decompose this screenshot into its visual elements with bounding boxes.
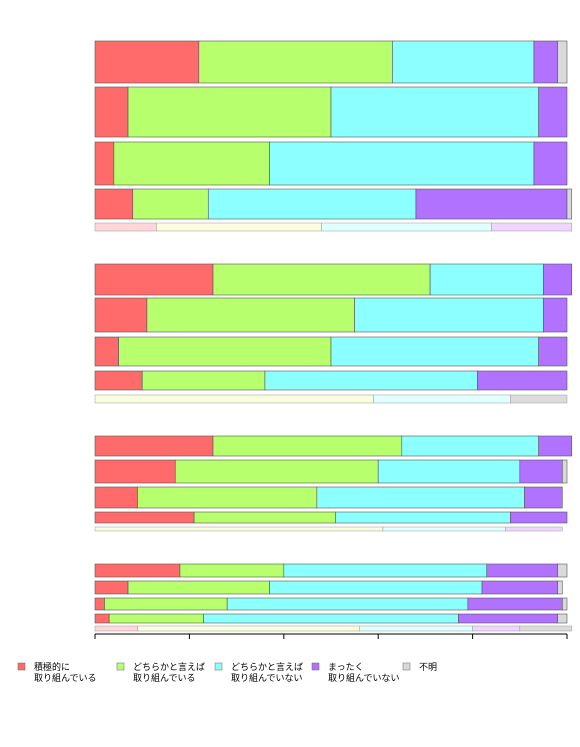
unknown-segment bbox=[156, 222, 322, 232]
bar-segment bbox=[226, 597, 469, 611]
bar-segment bbox=[269, 141, 535, 186]
bar-segment bbox=[538, 336, 568, 367]
bar-segment bbox=[94, 86, 129, 138]
unknown-segment bbox=[491, 222, 572, 232]
bar-segment bbox=[557, 40, 568, 84]
legend-label: どちらかと言えば取り組んでいない bbox=[231, 661, 303, 684]
bar-segment bbox=[415, 188, 568, 220]
bar-segment bbox=[108, 613, 204, 624]
unknown-segment bbox=[472, 625, 521, 632]
bar-segment bbox=[543, 297, 568, 333]
unknown-segment bbox=[137, 625, 360, 632]
bar-segment bbox=[212, 435, 403, 457]
legend-swatch bbox=[116, 662, 125, 671]
bar-segment bbox=[193, 511, 337, 524]
bar-segment bbox=[557, 563, 568, 578]
bar-segment bbox=[94, 511, 195, 524]
bar-segment bbox=[330, 86, 539, 138]
bar-segment bbox=[269, 580, 483, 595]
bar-segment bbox=[94, 580, 129, 595]
unknown-segment bbox=[505, 526, 563, 532]
bar-segment bbox=[467, 597, 563, 611]
bar-segment bbox=[94, 486, 138, 509]
bar-segment bbox=[94, 297, 148, 333]
bar-segment bbox=[137, 486, 318, 509]
bar-segment bbox=[566, 188, 573, 220]
bar-segment bbox=[146, 297, 355, 333]
bar-segment bbox=[481, 580, 558, 595]
bar-segment bbox=[283, 563, 488, 578]
bar-segment bbox=[533, 141, 568, 186]
bar-segment bbox=[533, 40, 558, 84]
bar-segment bbox=[538, 435, 573, 457]
bar-segment bbox=[179, 563, 285, 578]
bar-segment bbox=[94, 188, 134, 220]
unknown-segment bbox=[94, 222, 157, 232]
unknown-segment bbox=[519, 625, 572, 632]
unknown-segment bbox=[382, 526, 506, 532]
bar-segment bbox=[538, 86, 568, 138]
bar-segment bbox=[524, 486, 563, 509]
bar-segment bbox=[94, 40, 200, 84]
bar-segment bbox=[94, 370, 143, 391]
bar-segment bbox=[94, 263, 214, 296]
bar-segment bbox=[458, 613, 558, 624]
bar-segment bbox=[94, 563, 181, 578]
bar-segment bbox=[519, 459, 563, 484]
bar-segment bbox=[104, 597, 228, 611]
legend-label: 積極的に取り組んでいる bbox=[34, 661, 97, 684]
legend-label: どちらかと言えば取り組んでいる bbox=[133, 661, 205, 684]
bar-segment bbox=[561, 597, 568, 611]
bar-segment bbox=[203, 613, 459, 624]
bar-segment bbox=[335, 511, 511, 524]
legend-label: 不明 bbox=[419, 662, 437, 673]
bar-segment bbox=[477, 370, 568, 391]
bar-segment bbox=[543, 263, 573, 296]
bar-segment bbox=[113, 141, 270, 186]
legend-swatch bbox=[402, 662, 411, 671]
bar-segment bbox=[94, 141, 115, 186]
bar-segment bbox=[94, 435, 214, 457]
bar-segment bbox=[94, 597, 105, 611]
unknown-segment bbox=[510, 394, 568, 404]
bar-segment bbox=[207, 188, 417, 220]
legend-swatch bbox=[17, 662, 26, 671]
bar-segment bbox=[174, 459, 379, 484]
unknown-segment bbox=[321, 222, 492, 232]
bar-segment bbox=[392, 40, 535, 84]
bar-segment bbox=[316, 486, 525, 509]
bar-segment bbox=[198, 40, 393, 84]
bar-segment bbox=[118, 336, 332, 367]
bar-segment bbox=[94, 613, 110, 624]
bar-segment bbox=[510, 511, 568, 524]
legend-label: まったく取り組んでいない bbox=[328, 662, 400, 684]
bar-segment bbox=[429, 263, 544, 296]
bar-segment bbox=[94, 459, 176, 484]
bar-segment bbox=[94, 336, 119, 367]
legend-swatch bbox=[214, 662, 223, 671]
bar-segment bbox=[330, 336, 539, 367]
bar-segment bbox=[127, 580, 270, 595]
bar-segment bbox=[132, 188, 209, 220]
bar-segment bbox=[561, 459, 568, 484]
bar-segment bbox=[127, 86, 332, 138]
unknown-segment bbox=[359, 625, 473, 632]
bar-segment bbox=[377, 459, 521, 484]
legend-swatch bbox=[311, 662, 320, 671]
bar-segment bbox=[401, 435, 539, 457]
unknown-segment bbox=[373, 394, 511, 404]
bar-segment bbox=[354, 297, 544, 333]
bar-segment bbox=[141, 370, 266, 391]
bar-segment bbox=[557, 613, 568, 624]
bar-segment bbox=[557, 580, 563, 595]
bar-segment bbox=[264, 370, 478, 391]
unknown-segment bbox=[94, 526, 384, 532]
bar-segment bbox=[486, 563, 558, 578]
unknown-segment bbox=[94, 625, 138, 632]
bar-segment bbox=[212, 263, 431, 296]
unknown-segment bbox=[94, 394, 374, 404]
